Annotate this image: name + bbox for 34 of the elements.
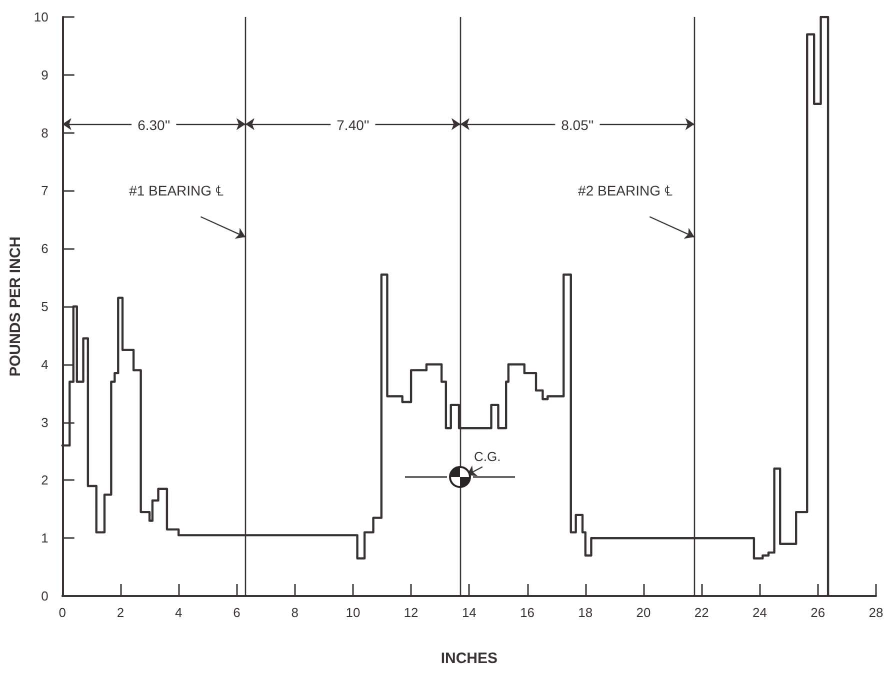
x-tick-label: 14	[462, 605, 476, 620]
annotation: 8.05''	[561, 117, 594, 134]
y-axis-title: POUNDS PER INCH	[7, 236, 24, 377]
y-tick-label: 3	[41, 414, 48, 430]
annotation: 7.40''	[336, 117, 370, 134]
y-tick-label: 0	[41, 588, 48, 604]
x-tick-label: 20	[636, 605, 651, 620]
y-tick-label: 6	[41, 241, 48, 256]
x-tick-label: 12	[404, 605, 418, 620]
y-tick-label: 1	[41, 530, 48, 546]
x-tick-label: 8	[291, 605, 298, 620]
y-tick-label: 10	[34, 10, 48, 24]
y-tick-label: 9	[41, 67, 48, 82]
y-tick-label: 4	[41, 356, 48, 372]
x-tick-label: 18	[578, 605, 593, 620]
y-tick-label: 5	[41, 299, 48, 314]
ref-line-label: #2 BEARING ℄	[578, 182, 672, 199]
x-tick-label: 10	[346, 605, 360, 620]
annotation: C.G.	[474, 448, 501, 464]
ref-line-label: #1 BEARING ℄	[129, 182, 224, 199]
x-tick-label: 28	[868, 605, 884, 620]
x-tick-label: 4	[174, 605, 182, 620]
y-tick-label: 8	[41, 125, 48, 140]
x-tick-label: 26	[810, 605, 826, 620]
y-tick-label: 7	[41, 183, 48, 198]
x-tick-label: 22	[694, 605, 709, 620]
x-tick-label: 0	[58, 605, 66, 620]
x-tick-label: 16	[520, 605, 535, 620]
annotation: 6.30''	[138, 117, 170, 134]
x-tick-label: 6	[233, 605, 240, 620]
x-axis-title: INCHES	[440, 650, 498, 667]
x-tick-label: 24	[752, 605, 767, 620]
x-tick-label: 2	[116, 605, 124, 620]
y-tick-label: 2	[41, 472, 48, 488]
